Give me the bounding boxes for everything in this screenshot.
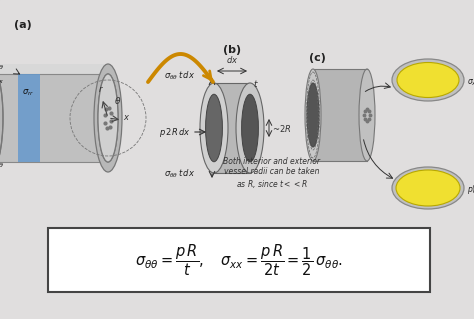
Bar [313,69,368,161]
Text: (c): (c) [309,53,326,63]
Ellipse shape [242,94,258,162]
Text: $\sigma_{\theta\theta} = \dfrac{p\,R}{t},$$\quad \sigma_{xx} = \dfrac{p\,R}{2t} : $\sigma_{\theta\theta} = \dfrac{p\,R}{t}… [135,242,343,278]
Bar [48,228,430,292]
Ellipse shape [397,63,459,98]
Ellipse shape [305,69,321,161]
Ellipse shape [200,83,228,173]
Ellipse shape [396,170,460,206]
Text: $x$: $x$ [123,113,130,122]
Text: $\sigma_{xx}$: $\sigma_{xx}$ [0,75,4,85]
Ellipse shape [98,74,118,162]
Text: $\theta$: $\theta$ [114,95,121,106]
Ellipse shape [392,59,464,101]
Text: $p\,2R\,dx$: $p\,2R\,dx$ [159,126,191,139]
Text: (b): (b) [223,45,241,55]
Ellipse shape [359,69,375,161]
Ellipse shape [98,74,118,162]
Text: $r$: $r$ [98,84,104,94]
Text: $dx$: $dx$ [226,54,238,65]
Text: $\sigma_{xx}(2\pi R\,t)$: $\sigma_{xx}(2\pi R\,t)$ [467,76,474,88]
Text: $t$: $t$ [253,78,259,89]
Ellipse shape [392,167,464,209]
Polygon shape [0,64,108,74]
Text: $p(\pi R^2)$: $p(\pi R^2)$ [467,183,474,197]
Ellipse shape [0,64,3,172]
Text: $\sigma_{\theta\theta}\,t\,dx$: $\sigma_{\theta\theta}\,t\,dx$ [164,168,195,181]
Text: $\sigma_{\theta\theta}$: $\sigma_{\theta\theta}$ [0,61,4,71]
Text: (a): (a) [14,20,32,30]
Text: $\sigma_{\theta\theta}$: $\sigma_{\theta\theta}$ [0,159,4,169]
Text: Both interior and exterior
vessel radii can be taken
as $R$, since $t << R$: Both interior and exterior vessel radii … [224,157,320,190]
Ellipse shape [236,83,264,173]
Ellipse shape [307,83,319,147]
Bar [18,74,40,162]
Bar [0,74,108,162]
Text: $\sigma_{\theta\theta}\,t\,dx$: $\sigma_{\theta\theta}\,t\,dx$ [164,70,195,83]
Text: $\sigma_{rr}$: $\sigma_{rr}$ [22,87,35,98]
Ellipse shape [206,94,222,162]
Polygon shape [214,83,250,173]
Ellipse shape [94,64,122,172]
Text: ~$2R$: ~$2R$ [272,123,292,134]
